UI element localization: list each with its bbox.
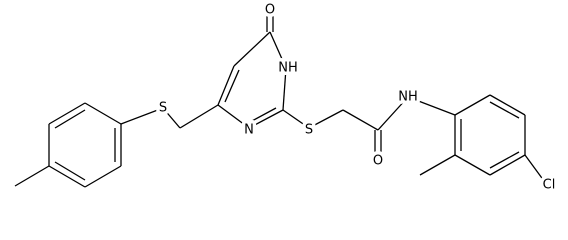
atom-label: O bbox=[373, 154, 383, 169]
atom-label: Cl bbox=[543, 178, 556, 193]
atom-label: N bbox=[244, 123, 254, 138]
atom-labels: O NH N S S NH O Cl bbox=[155, 0, 558, 196]
atom-label: O bbox=[265, 3, 275, 18]
atom-label: NH bbox=[278, 61, 298, 76]
bonds bbox=[14, 12, 548, 188]
atom-label: NH bbox=[398, 90, 418, 105]
atom-label: S bbox=[305, 123, 313, 138]
atom-label: S bbox=[159, 101, 167, 116]
molecule-diagram: O NH N S S NH O Cl bbox=[14, 0, 558, 196]
